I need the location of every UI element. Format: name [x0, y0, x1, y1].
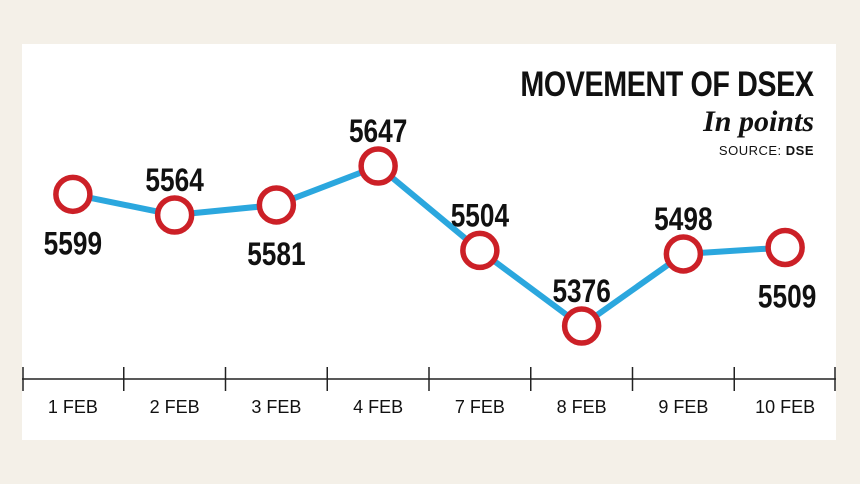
data-label: 5599 — [44, 227, 102, 262]
x-tick-label: 1 FEB — [48, 397, 98, 417]
data-point — [53, 174, 93, 215]
x-tick-label: 10 FEB — [755, 397, 815, 417]
x-tick-label: 8 FEB — [557, 397, 607, 417]
data-point — [460, 230, 500, 271]
data-point — [765, 227, 805, 268]
x-tick-label: 3 FEB — [251, 397, 301, 417]
chart-subtitle: In points — [703, 105, 814, 138]
data-point — [358, 146, 398, 186]
x-tick-label: 7 FEB — [455, 397, 505, 417]
data-label: 5581 — [247, 238, 305, 273]
chart-title: MOVEMENT OF DSEX — [520, 65, 815, 104]
data-label: 5376 — [552, 275, 610, 310]
data-label: 5647 — [349, 115, 407, 150]
chart-panel: 1 FEB 2 FEB 3 FEB 4 FEB 7 FEB 8 FEB 9 FEB 10 FE… — [22, 44, 836, 440]
data-label: 5504 — [451, 199, 510, 234]
x-tick-label: 9 FEB — [658, 397, 708, 417]
line-chart: 1 FEB 2 FEB 3 FEB 4 FEB 7 FEB 8 FEB 9 FEB 10 FE… — [22, 115, 836, 417]
source-note: SOURCE: DSE — [456, 140, 814, 162]
data-point — [663, 234, 704, 274]
data-label: 5509 — [758, 280, 816, 315]
data-point — [256, 185, 297, 225]
source-label: SOURCE: — [718, 143, 782, 158]
x-tick-label: 4 FEB — [353, 397, 403, 417]
chart-title-block: MOVEMENT OF DSEX In points SOURCE: DSE — [456, 65, 815, 162]
data-label: 5498 — [654, 203, 712, 238]
data-label: 5564 — [145, 164, 204, 199]
data-point — [154, 195, 195, 235]
source-value: DSE — [785, 143, 814, 158]
x-tick-label: 2 FEB — [150, 397, 200, 417]
data-point — [561, 306, 602, 346]
